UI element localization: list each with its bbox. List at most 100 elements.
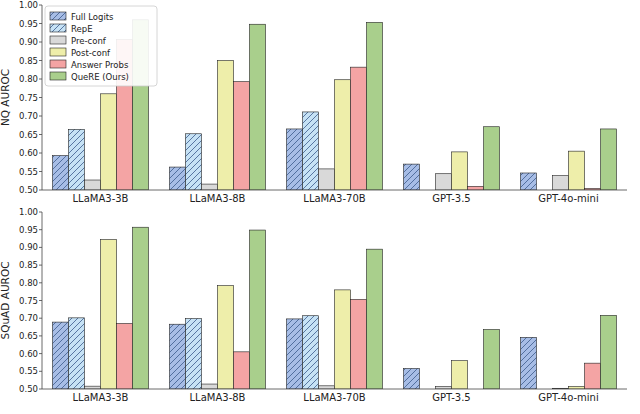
panel: LLaMA3-3BLLaMA3-8BLLaMA3-70BGPT-3.5GPT-4… xyxy=(0,207,627,403)
bar xyxy=(186,134,202,190)
legend-label: Pre-conf xyxy=(71,36,107,46)
bar xyxy=(69,129,85,190)
y-tick xyxy=(39,212,42,213)
y-tick xyxy=(39,247,42,248)
bar xyxy=(585,363,601,389)
bar xyxy=(484,330,500,389)
bar xyxy=(202,384,218,389)
y-tick-label: 0.95 xyxy=(19,19,38,29)
bar xyxy=(53,322,69,389)
legend-swatch xyxy=(50,60,66,68)
bar xyxy=(351,299,367,389)
y-tick xyxy=(39,353,42,354)
bar xyxy=(234,82,250,190)
bars xyxy=(53,227,617,389)
y-tick xyxy=(39,318,42,319)
bar xyxy=(250,24,266,190)
y-tick xyxy=(39,134,42,135)
y-axis-label: NQ AUROC xyxy=(0,69,11,126)
y-tick xyxy=(39,5,42,6)
x-tick-label: GPT-4o-mini xyxy=(538,392,599,403)
x-axis xyxy=(42,190,627,191)
y-tick-label: 0.75 xyxy=(19,296,38,306)
y-tick xyxy=(39,335,42,336)
y-tick-label: 0.85 xyxy=(19,56,38,66)
bar xyxy=(367,249,383,389)
y-tick-label: 1.00 xyxy=(19,0,38,10)
bar xyxy=(53,156,69,190)
legend-label: QueRE (Ours) xyxy=(71,72,129,82)
bar xyxy=(452,361,468,389)
y-tick xyxy=(39,300,42,301)
y-tick-label: 0.80 xyxy=(19,278,38,288)
bar xyxy=(218,61,234,191)
bar xyxy=(170,324,186,389)
bar xyxy=(601,315,617,389)
bar xyxy=(218,286,234,389)
bar xyxy=(170,167,186,190)
y-axis-label: SQuAD AUROC xyxy=(0,262,11,340)
legend-label: Post-conf xyxy=(71,48,111,58)
bar xyxy=(303,112,319,190)
bar xyxy=(404,368,420,389)
x-tick-label: LLaMA3-8B xyxy=(190,392,246,403)
y-tick xyxy=(39,97,42,98)
legend-swatch xyxy=(50,36,66,44)
legend-label: Full Logits xyxy=(71,12,114,22)
bar xyxy=(484,127,500,190)
bar xyxy=(303,316,319,389)
bar xyxy=(569,151,585,190)
y-tick-label: 0.60 xyxy=(19,349,38,359)
x-tick-label: GPT-4o-mini xyxy=(538,193,599,204)
bar xyxy=(85,180,101,190)
y-tick xyxy=(39,371,42,372)
bar xyxy=(69,318,85,389)
bar xyxy=(553,176,569,190)
bar xyxy=(287,129,303,190)
x-tick-label: GPT-3.5 xyxy=(432,392,470,403)
y-tick xyxy=(39,153,42,154)
y-tick-label: 0.80 xyxy=(19,74,38,84)
y-tick-label: 0.90 xyxy=(19,242,38,252)
bar xyxy=(335,80,351,190)
y-tick xyxy=(39,265,42,266)
y-tick-label: 0.65 xyxy=(19,130,38,140)
bar xyxy=(287,319,303,389)
x-tick-label: LLaMA3-8B xyxy=(190,193,246,204)
bar xyxy=(351,67,367,190)
legend-label: RepE xyxy=(71,24,93,34)
y-tick-label: 0.85 xyxy=(19,260,38,270)
y-tick-label: 0.75 xyxy=(19,93,38,103)
y-tick xyxy=(39,116,42,117)
bar xyxy=(101,94,117,190)
x-tick-label: LLaMA3-3B xyxy=(73,193,129,204)
panel: LLaMA3-3BLLaMA3-8BLLaMA3-70BGPT-3.5GPT-4… xyxy=(0,0,627,204)
y-tick-label: 0.55 xyxy=(19,167,38,177)
bar xyxy=(521,173,537,190)
bar xyxy=(186,319,202,389)
bar xyxy=(202,184,218,190)
y-tick-label: 0.65 xyxy=(19,331,38,341)
y-tick-label: 0.90 xyxy=(19,37,38,47)
y-tick xyxy=(39,23,42,24)
y-tick xyxy=(39,79,42,80)
bar xyxy=(117,324,133,389)
y-tick-label: 1.00 xyxy=(19,207,38,217)
y-tick-label: 0.60 xyxy=(19,148,38,158)
y-tick-label: 0.70 xyxy=(19,313,38,323)
legend-box xyxy=(45,6,157,86)
legend-label: Answer Probs xyxy=(71,60,129,70)
bar xyxy=(335,290,351,389)
y-tick-label: 0.50 xyxy=(19,384,38,394)
y-tick-label: 0.95 xyxy=(19,225,38,235)
y-tick xyxy=(39,389,42,390)
y-tick xyxy=(39,42,42,43)
y-tick xyxy=(39,229,42,230)
y-tick-label: 0.55 xyxy=(19,366,38,376)
legend-swatch xyxy=(50,48,66,56)
bar xyxy=(404,164,420,190)
bar xyxy=(234,352,250,389)
y-tick-label: 0.50 xyxy=(19,185,38,195)
legend: Full Logits RepE Pre-conf Post-conf Answer P… xyxy=(45,6,157,86)
x-axis xyxy=(42,389,627,390)
